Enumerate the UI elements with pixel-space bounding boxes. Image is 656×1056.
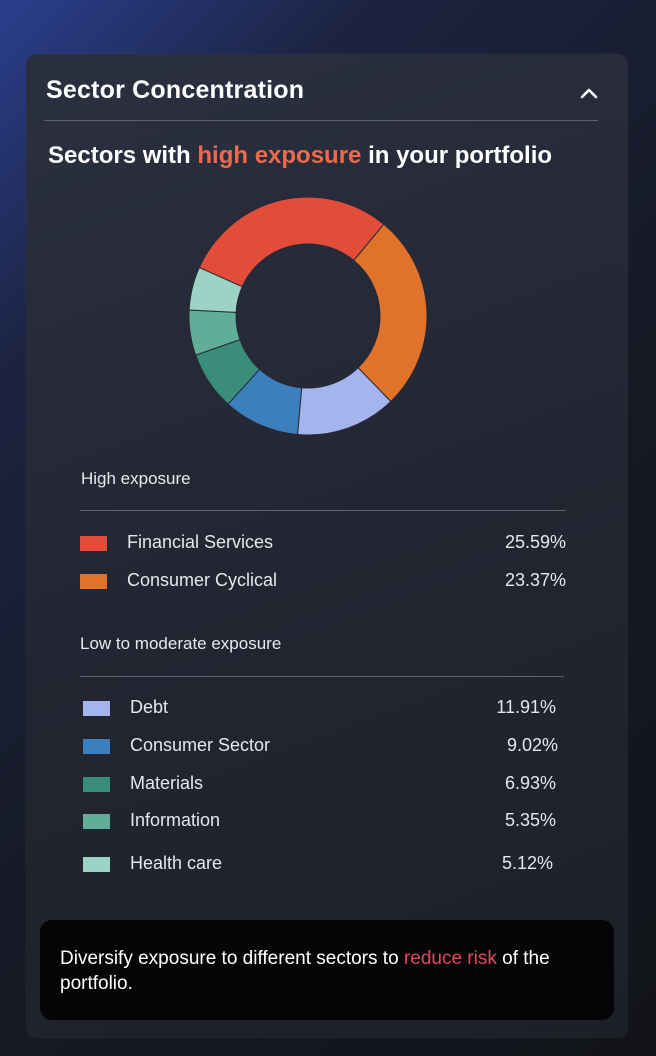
chart-subtitle: Sectors with high exposure in your portf… — [48, 142, 552, 170]
legend-swatch — [83, 777, 110, 792]
donut-slice-consumer-cyclical[interactable] — [353, 223, 428, 403]
legend-row-materials: Materials 6.93% — [83, 772, 556, 798]
legend-swatch — [83, 739, 110, 754]
tip-highlight: reduce risk — [403, 948, 497, 969]
sector-concentration-card: Sector Concentration Sectors with high e… — [26, 54, 628, 1038]
header-divider — [44, 120, 598, 121]
legend-label: Debt — [130, 697, 169, 717]
legend-label: Consumer Sector — [130, 735, 271, 755]
tip-text: Diversify exposure to different sectors … — [60, 946, 596, 996]
legend-value: 9.02% — [506, 735, 558, 755]
low-exposure-label: Low to moderate exposure — [80, 634, 282, 653]
legend-row-consumer-cyclical: Consumer Cyclical 23.37% — [80, 569, 566, 595]
legend-label: Consumer Cyclical — [127, 570, 278, 590]
legend-value: 23.37% — [504, 570, 566, 590]
high-exposure-divider — [80, 510, 566, 511]
chevron-up-icon[interactable] — [574, 78, 604, 108]
legend-row-health-care: Health care 5.12% — [83, 852, 553, 878]
subtitle-highlight: high exposure — [197, 142, 362, 169]
legend-row-consumer-sector: Consumer Sector 9.02% — [83, 734, 558, 760]
legend-swatch — [80, 574, 107, 589]
subtitle-suffix: in your portfolio — [361, 142, 553, 169]
legend-label: Materials — [130, 773, 204, 793]
low-exposure-divider — [80, 676, 564, 677]
legend-swatch — [83, 701, 110, 716]
panel-header[interactable]: Sector Concentration — [46, 76, 598, 120]
legend-label: Financial Services — [127, 532, 274, 552]
legend-swatch — [83, 814, 110, 829]
legend-value: 5.12% — [501, 853, 553, 873]
legend-row-financial-services: Financial Services 25.59% — [80, 531, 566, 557]
legend-swatch — [80, 536, 107, 551]
legend-swatch — [83, 857, 110, 872]
high-exposure-label: High exposure — [81, 469, 191, 488]
tip-suffix: of the portfolio. — [60, 948, 550, 994]
legend-row-debt: Debt 11.91% — [83, 696, 556, 722]
diversify-tip-box: Diversify exposure to different sectors … — [40, 920, 614, 1020]
legend-label: Health care — [130, 853, 223, 873]
legend-value: 6.93% — [504, 773, 556, 793]
sector-donut-chart — [188, 196, 428, 436]
tip-prefix: Diversify exposure to different sectors … — [60, 948, 404, 969]
panel-title: Sector Concentration — [46, 76, 305, 104]
legend-value: 25.59% — [504, 532, 566, 552]
legend-row-information: Information 5.35% — [83, 809, 556, 835]
legend-value: 5.35% — [504, 810, 556, 830]
donut-slice-financial-services[interactable] — [198, 196, 385, 288]
legend-value: 11.91% — [496, 697, 556, 717]
donut-slice-health-care[interactable] — [188, 266, 243, 313]
legend-label: Information — [130, 810, 221, 830]
subtitle-prefix: Sectors with — [48, 142, 198, 169]
